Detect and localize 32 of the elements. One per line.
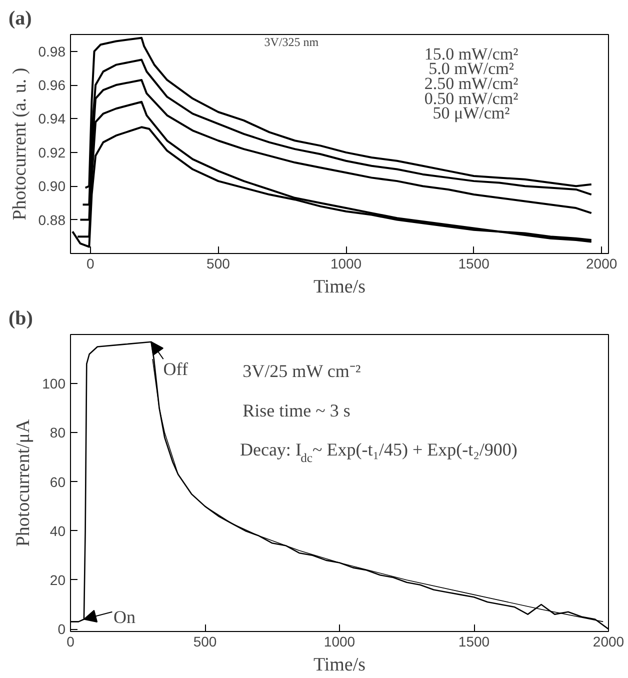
x-tick-label: 1500: [458, 634, 490, 650]
x-tick-label: 2000: [586, 256, 618, 272]
x-axis-title: Time/s: [313, 654, 366, 676]
annotation: Rise time ~ 3 s: [242, 400, 350, 420]
y-tick-label: 100: [42, 376, 66, 392]
y-axis-title: Photocurrent (a. u. ): [9, 68, 30, 220]
y-tick-label: 0.92: [38, 144, 66, 160]
y-tick-label: 40: [50, 522, 66, 539]
y-tick-label: 60: [50, 474, 66, 490]
x-tick-label: 1000: [330, 256, 362, 272]
annotation: On: [114, 606, 136, 627]
x-tick-label: 1000: [324, 634, 356, 650]
x-tick-label: 500: [193, 634, 217, 650]
annotation: 3V/25 mW cm⁻²: [242, 361, 361, 382]
chart-title: (b): [8, 308, 33, 330]
annotation: 3V/325 nm: [264, 34, 320, 49]
x-tick-label: 1500: [458, 256, 490, 272]
y-tick-label: 0.88: [38, 212, 66, 228]
chart-title: (a): [8, 8, 32, 30]
y-tick-label: 0: [58, 621, 66, 638]
x-tick-label: 2000: [592, 634, 624, 650]
x-tick-label: 500: [206, 256, 230, 272]
y-tick-label: 0.90: [38, 178, 66, 194]
x-axis-title: Time/s: [313, 276, 366, 298]
y-tick-label: 0.94: [38, 110, 66, 127]
y-tick-label: 0.98: [38, 43, 66, 60]
annotation: Off: [163, 358, 188, 379]
y-tick-label: 0.96: [38, 77, 66, 94]
y-axis-title: Photocurrent/μA: [13, 419, 34, 547]
y-tick-label: 20: [50, 572, 66, 588]
x-tick-label: 0: [86, 256, 95, 272]
y-tick-label: 80: [50, 424, 66, 441]
